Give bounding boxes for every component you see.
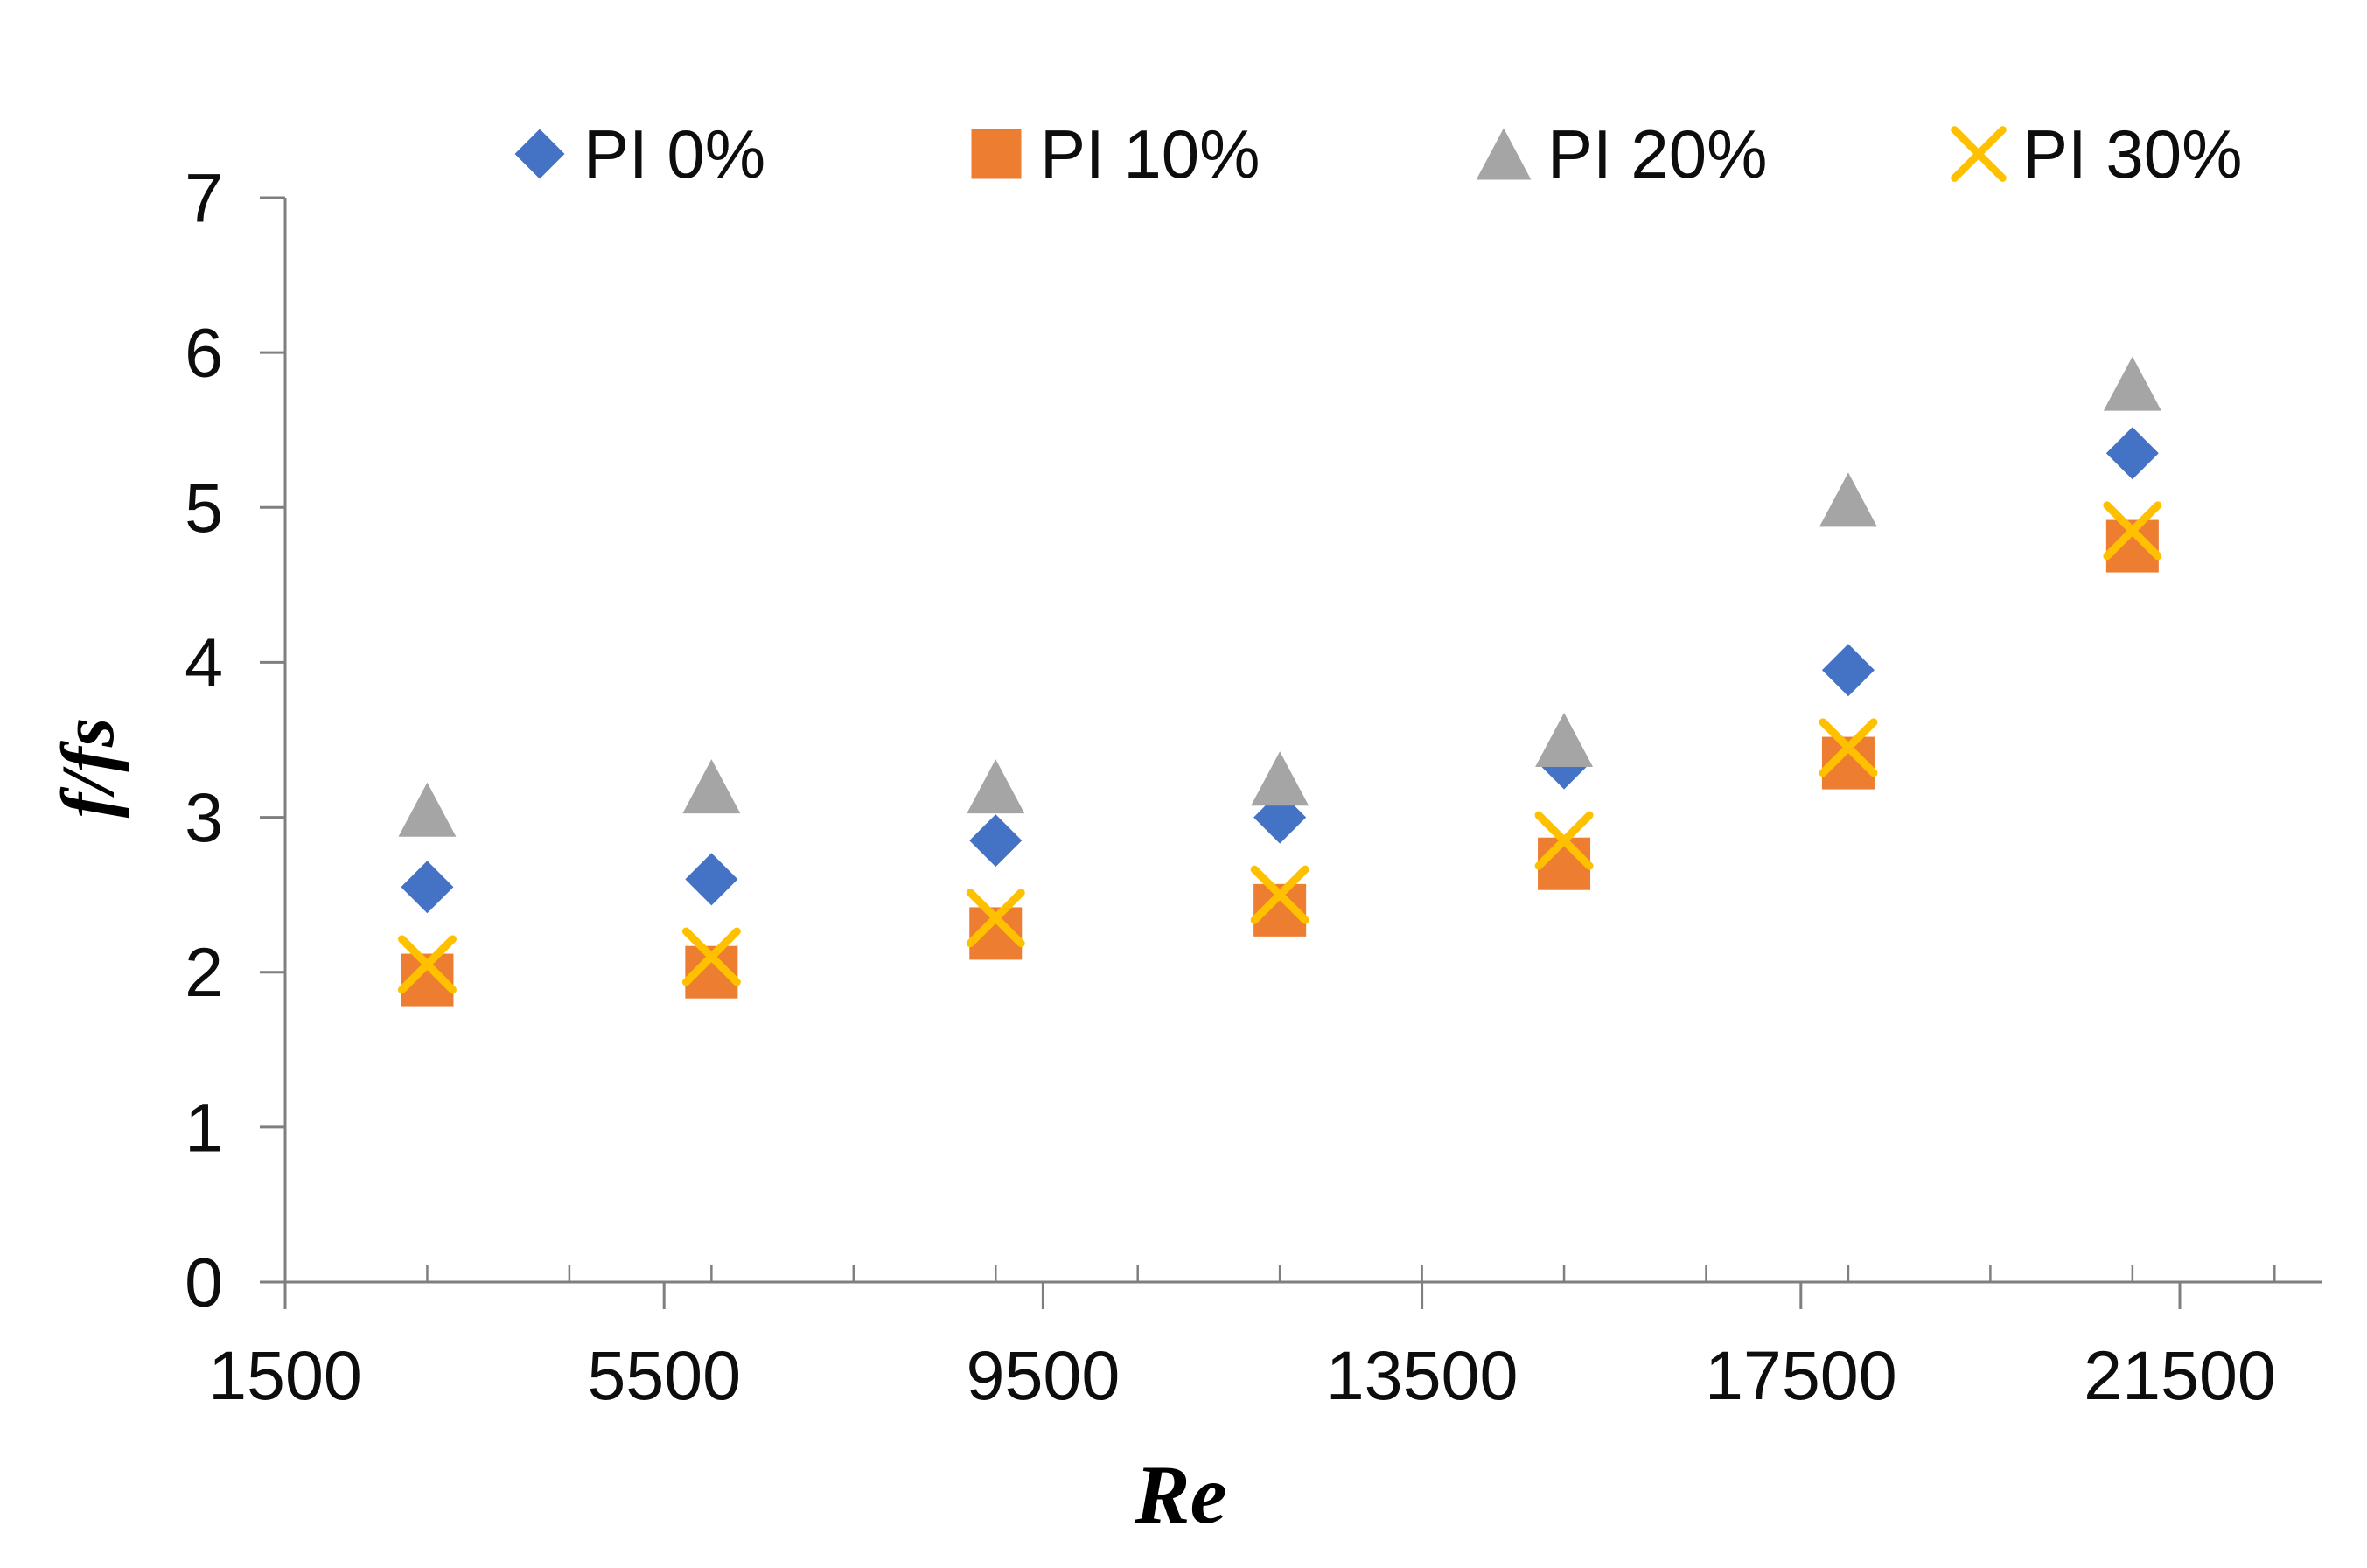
x-tick-label-5500: 5500: [587, 1336, 741, 1414]
x-tick-label-21500: 21500: [2084, 1336, 2276, 1414]
x-axis-title: Re: [1135, 1448, 1227, 1541]
point-pi30-6000: [681, 927, 741, 986]
point-pi0-6000: [685, 853, 738, 906]
x-tick-label-9500: 9500: [967, 1336, 1121, 1414]
point-pi0-18000: [1821, 644, 1875, 697]
y-tick-label-2: 2: [185, 933, 223, 1011]
legend-label: PI 30%: [2022, 115, 2243, 192]
point-pi20-6000: [682, 759, 741, 814]
point-pi0-9000: [969, 814, 1023, 868]
x-tick-label-1500: 1500: [208, 1336, 362, 1414]
point-pi20-21000: [2103, 356, 2161, 411]
x-marker-icon: [1951, 126, 2007, 182]
square-glyph: [971, 129, 1022, 179]
square-marker-icon: [971, 129, 1022, 179]
point-pi10-15000: [1538, 837, 1591, 890]
x-tick-label-13500: 13500: [1326, 1336, 1519, 1414]
y-tick-label-1: 1: [185, 1088, 223, 1166]
y-tick-label-7: 7: [185, 158, 223, 236]
y-tick-label-6: 6: [185, 314, 223, 392]
legend-item-pi-10pct: PI 10%: [968, 115, 1260, 193]
legend-label: PI 0%: [583, 115, 766, 192]
y-tick-label-3: 3: [185, 778, 223, 856]
point-pi30-12000: [1250, 865, 1309, 924]
x-tick-label-17500: 17500: [1705, 1336, 1897, 1414]
point-pi30-15000: [1534, 811, 1594, 870]
point-pi20-9000: [967, 759, 1025, 814]
point-pi20-12000: [1251, 751, 1309, 806]
x-glyph: [1951, 126, 2007, 182]
legend-item-pi-30pct: PI 30%: [1951, 115, 2242, 193]
point-pi0-3000: [401, 861, 454, 914]
y-tick-label-5: 5: [185, 469, 223, 547]
diamond-marker-icon: [514, 129, 565, 179]
legend-item-pi-0pct: PI 0%: [512, 115, 765, 193]
legend-label: PI 20%: [1547, 115, 1768, 192]
diamond-glyph: [514, 129, 565, 179]
triangle-glyph: [1476, 128, 1532, 180]
point-pi30-21000: [2103, 501, 2162, 561]
y-axis-title: f/fs: [45, 717, 129, 819]
legend-label: PI 10%: [1040, 115, 1260, 192]
y-tick-label-0: 0: [185, 1244, 223, 1321]
point-pi30-18000: [1819, 718, 1878, 777]
point-pi20-3000: [398, 782, 457, 837]
y-tick-label-4: 4: [185, 624, 223, 701]
triangle-marker-icon: [1476, 128, 1532, 180]
point-pi30-9000: [966, 889, 1025, 948]
point-pi20-15000: [1535, 712, 1594, 767]
point-pi0-21000: [2105, 427, 2159, 480]
point-pi20-18000: [1819, 472, 1877, 527]
legend-item-pi-20pct: PI 20%: [1476, 115, 1767, 193]
point-pi30-3000: [397, 935, 457, 994]
